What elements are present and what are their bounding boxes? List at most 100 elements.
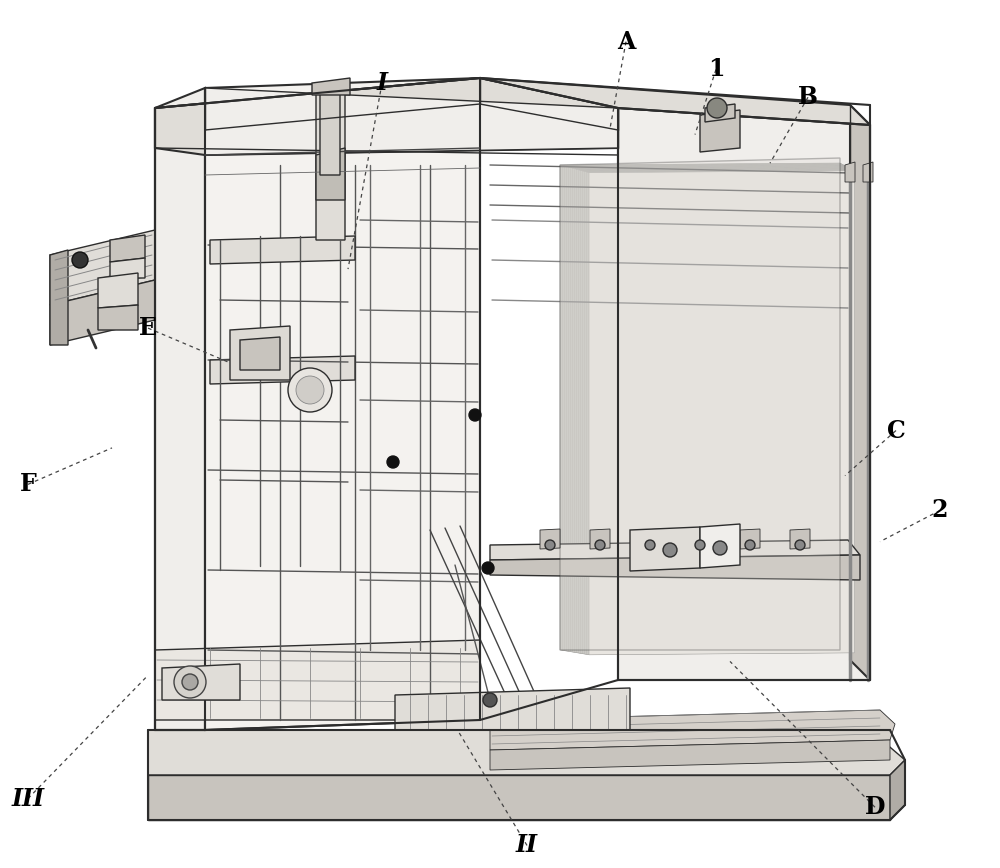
Polygon shape <box>155 640 480 720</box>
Polygon shape <box>567 165 844 651</box>
Polygon shape <box>560 158 840 650</box>
Circle shape <box>387 456 399 468</box>
Text: A: A <box>617 30 635 54</box>
Polygon shape <box>316 83 345 240</box>
Polygon shape <box>790 529 810 549</box>
Polygon shape <box>490 710 895 750</box>
Circle shape <box>296 376 324 404</box>
Circle shape <box>745 540 755 550</box>
Polygon shape <box>574 167 847 653</box>
Polygon shape <box>579 168 850 653</box>
Polygon shape <box>210 236 355 264</box>
Polygon shape <box>50 230 155 305</box>
Circle shape <box>663 543 677 557</box>
Polygon shape <box>581 168 850 654</box>
Polygon shape <box>690 529 710 549</box>
Polygon shape <box>850 105 870 680</box>
Polygon shape <box>316 148 345 200</box>
Polygon shape <box>148 730 905 775</box>
Polygon shape <box>740 529 760 549</box>
Polygon shape <box>863 162 873 182</box>
Circle shape <box>695 540 705 550</box>
Polygon shape <box>590 529 610 549</box>
Polygon shape <box>563 164 842 650</box>
Polygon shape <box>98 273 138 308</box>
Circle shape <box>182 674 198 690</box>
Polygon shape <box>570 166 845 652</box>
Text: C: C <box>887 418 905 443</box>
Polygon shape <box>584 169 852 654</box>
Polygon shape <box>565 164 842 651</box>
Polygon shape <box>583 169 852 654</box>
Polygon shape <box>845 162 855 182</box>
Polygon shape <box>205 88 618 155</box>
Polygon shape <box>50 250 68 345</box>
Polygon shape <box>490 540 860 560</box>
Circle shape <box>482 562 494 574</box>
Polygon shape <box>240 337 280 370</box>
Circle shape <box>595 540 605 550</box>
Polygon shape <box>578 168 849 653</box>
Text: 1: 1 <box>708 57 724 82</box>
Circle shape <box>795 540 805 550</box>
Polygon shape <box>562 163 841 650</box>
Polygon shape <box>50 280 155 345</box>
Polygon shape <box>110 258 145 278</box>
Polygon shape <box>705 104 735 122</box>
Text: F: F <box>20 472 36 496</box>
Polygon shape <box>312 78 350 95</box>
Polygon shape <box>540 529 560 549</box>
Circle shape <box>72 252 88 268</box>
Polygon shape <box>230 326 290 380</box>
Polygon shape <box>573 167 846 652</box>
Circle shape <box>288 368 332 412</box>
Circle shape <box>545 540 555 550</box>
Polygon shape <box>490 555 860 580</box>
Polygon shape <box>588 170 854 654</box>
Polygon shape <box>490 740 890 770</box>
Text: 2: 2 <box>932 498 948 523</box>
Polygon shape <box>589 171 854 654</box>
Polygon shape <box>575 167 848 653</box>
Polygon shape <box>577 168 848 653</box>
Polygon shape <box>155 88 205 730</box>
Polygon shape <box>98 305 138 330</box>
Text: II: II <box>516 833 538 858</box>
Polygon shape <box>630 527 700 571</box>
Polygon shape <box>395 688 630 730</box>
Polygon shape <box>576 168 848 653</box>
Circle shape <box>707 98 727 118</box>
Text: B: B <box>798 85 818 109</box>
Polygon shape <box>890 760 905 820</box>
Polygon shape <box>585 169 852 654</box>
Polygon shape <box>561 163 840 650</box>
Polygon shape <box>586 170 853 654</box>
Polygon shape <box>110 235 145 262</box>
Polygon shape <box>587 170 854 654</box>
Polygon shape <box>571 166 846 652</box>
Polygon shape <box>564 164 842 651</box>
Polygon shape <box>155 78 618 155</box>
Circle shape <box>469 409 481 421</box>
Polygon shape <box>569 166 844 652</box>
Polygon shape <box>572 166 846 652</box>
Polygon shape <box>148 775 890 820</box>
Circle shape <box>174 666 206 698</box>
Polygon shape <box>618 108 870 680</box>
Polygon shape <box>480 78 870 125</box>
Polygon shape <box>568 165 844 651</box>
Text: III: III <box>12 786 44 811</box>
Polygon shape <box>210 356 355 384</box>
Polygon shape <box>640 529 660 549</box>
Polygon shape <box>205 78 480 730</box>
Polygon shape <box>700 110 740 152</box>
Polygon shape <box>566 165 843 651</box>
Text: E: E <box>139 316 157 340</box>
Polygon shape <box>582 169 851 654</box>
Polygon shape <box>162 664 240 700</box>
Circle shape <box>645 540 655 550</box>
Polygon shape <box>560 163 840 650</box>
Polygon shape <box>580 168 850 654</box>
Circle shape <box>483 693 497 707</box>
Text: D: D <box>865 795 885 819</box>
